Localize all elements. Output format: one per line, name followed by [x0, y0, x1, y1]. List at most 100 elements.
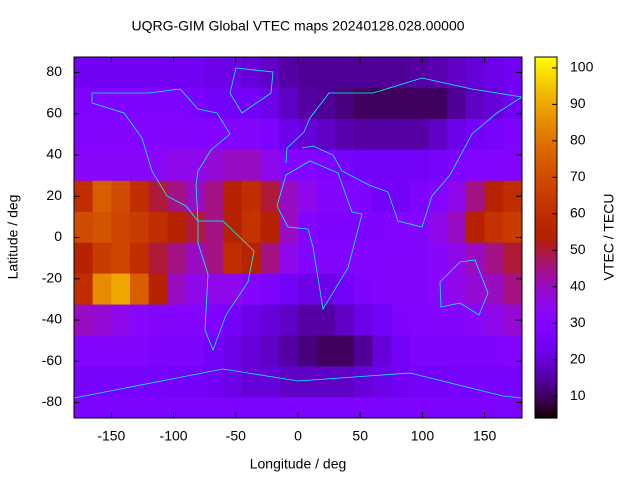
x-axis-label: Longitude / deg — [250, 456, 347, 472]
heatmap-cell — [148, 397, 168, 418]
heatmap-cell — [372, 149, 392, 182]
colorbar-tick-label: 90 — [570, 95, 586, 111]
heatmap-cell — [204, 304, 224, 336]
heatmap-cell — [167, 87, 187, 120]
heatmap-cell — [111, 242, 131, 275]
coastline — [439, 259, 489, 316]
colorbar-swatch — [535, 285, 557, 290]
heatmap-cell — [298, 180, 318, 213]
y-tick-label: 20 — [46, 187, 62, 203]
colorbar-swatch — [535, 219, 557, 224]
heatmap-cell — [223, 273, 243, 306]
heatmap-cell — [92, 87, 112, 120]
x-tick-label: 150 — [473, 428, 497, 444]
heatmap-cell — [186, 273, 206, 306]
colorbar-swatch — [535, 336, 557, 341]
heatmap-cell — [447, 87, 467, 120]
x-tick-label: -150 — [97, 428, 125, 444]
heatmap-cell — [186, 242, 206, 275]
colorbar-swatch — [535, 159, 557, 163]
y-tick-label: 80 — [46, 63, 62, 79]
heatmap-cell — [92, 273, 112, 306]
heatmap-cell — [391, 211, 411, 244]
heatmap-cell — [92, 118, 112, 151]
heatmap-cell — [335, 335, 355, 367]
heatmap-cell — [354, 242, 374, 275]
heatmap-cell — [372, 180, 392, 213]
heatmap-cell — [503, 242, 522, 275]
heatmap-cell — [260, 273, 280, 306]
colorbar-swatch — [535, 297, 557, 302]
heatmap-cell — [167, 57, 187, 89]
colorbar-swatch — [535, 411, 557, 416]
heatmap-cell — [167, 180, 187, 213]
colorbar-swatch — [535, 294, 557, 299]
heatmap-cell — [223, 242, 243, 275]
heatmap-cell — [391, 57, 411, 89]
heatmap-cell — [279, 57, 299, 89]
y-tick-label: 60 — [46, 104, 62, 120]
colorbar-swatch — [535, 327, 557, 332]
heatmap-cell — [316, 397, 336, 418]
heatmap-cell — [279, 304, 299, 336]
colorbar-swatch — [535, 210, 557, 215]
heatmap-cell — [354, 57, 374, 89]
heatmap-cell — [242, 304, 262, 336]
y-tick-label: 40 — [46, 146, 62, 162]
heatmap-cell — [298, 87, 318, 120]
heatmap-cell — [74, 149, 94, 182]
heatmap-cell — [354, 273, 374, 306]
heatmap-cell — [354, 211, 374, 244]
heatmap-cell — [223, 118, 243, 151]
heatmap-cell — [186, 211, 206, 244]
colorbar-label: VTEC / TECU — [601, 194, 617, 281]
heatmap-cell — [447, 397, 467, 418]
colorbar-swatch — [535, 207, 557, 212]
colorbar-swatch — [535, 249, 557, 254]
colorbar-swatch — [535, 255, 557, 260]
heatmap-cell — [279, 335, 299, 367]
colorbar-swatch — [535, 138, 557, 142]
colorbar-swatch — [535, 366, 557, 371]
heatmap-cell — [111, 366, 131, 398]
colorbar-swatch — [535, 117, 557, 121]
heatmap-cell — [186, 57, 206, 89]
heatmap-cell — [92, 335, 112, 367]
heatmap-cell — [391, 180, 411, 213]
heatmap-cell — [148, 335, 168, 367]
coastline — [285, 77, 522, 228]
heatmap-cell — [354, 87, 374, 120]
colorbar-swatch — [535, 87, 557, 91]
heatmap-cell — [111, 304, 131, 336]
heatmap-cell — [74, 118, 94, 151]
heatmap-cell — [242, 273, 262, 306]
heatmap-cell — [260, 397, 280, 418]
colorbar-swatch — [535, 318, 557, 323]
colorbar-swatch — [535, 330, 557, 335]
heatmap-cell — [204, 273, 224, 306]
heatmap-cell — [298, 242, 318, 275]
colorbar-swatch — [535, 81, 557, 85]
colorbar-swatch — [535, 300, 557, 305]
heatmap-cell — [316, 149, 336, 182]
heatmap-cell — [242, 397, 262, 418]
colorbar-swatch — [535, 237, 557, 242]
heatmap-cell — [484, 366, 504, 398]
heatmap-cell — [74, 242, 94, 275]
colorbar-swatch — [535, 102, 557, 106]
colorbar-swatch — [535, 216, 557, 221]
heatmap-cell — [391, 149, 411, 182]
heatmap-cell — [391, 118, 411, 151]
colorbar-swatch — [535, 282, 557, 287]
colorbar-swatch — [535, 291, 557, 296]
heatmap-cell — [260, 180, 280, 213]
heatmap-cell — [335, 242, 355, 275]
colorbar-swatch — [535, 270, 557, 275]
heatmap-cell — [111, 87, 131, 120]
chart-title: UQRG-GIM Global VTEC maps 20240128.028.0… — [131, 18, 464, 34]
colorbar-swatch — [535, 99, 557, 103]
heatmap-cell — [466, 397, 486, 418]
y-tick-label: -20 — [42, 269, 62, 285]
x-tick-label: -50 — [226, 428, 246, 444]
heatmap-cell — [186, 180, 206, 213]
